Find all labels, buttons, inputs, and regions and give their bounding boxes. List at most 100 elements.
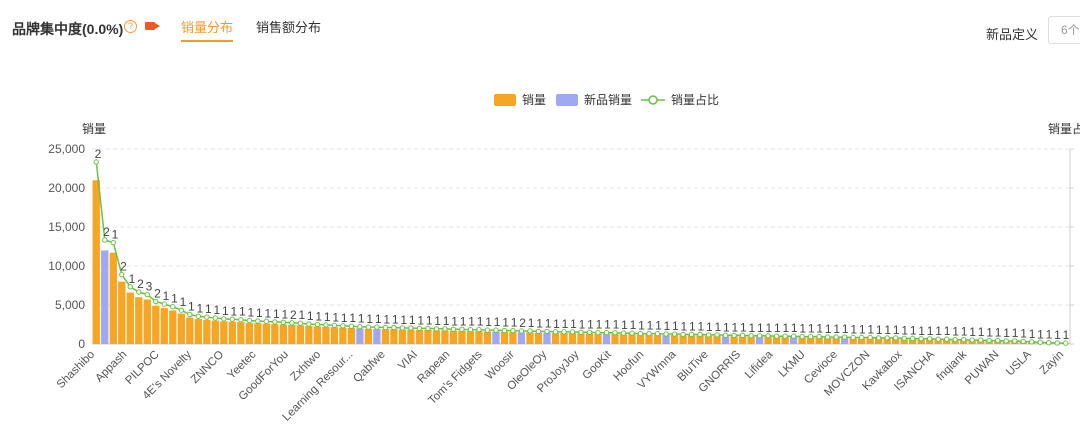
- sales-bar[interactable]: [135, 297, 143, 344]
- sales-ratio-point[interactable]: [212, 315, 219, 321]
- sales-ratio-point[interactable]: [995, 337, 1001, 344]
- sales-bar[interactable]: [483, 331, 492, 344]
- sales-ratio-point[interactable]: [535, 328, 542, 335]
- new-sales-bar[interactable]: [492, 331, 500, 344]
- sales-bar[interactable]: [160, 308, 168, 344]
- sales-ratio-point[interactable]: [493, 327, 499, 333]
- sales-bar[interactable]: [330, 327, 339, 344]
- sales-ratio-point[interactable]: [824, 334, 831, 340]
- sales-ratio-point[interactable]: [340, 323, 346, 329]
- sales-bar[interactable]: [764, 336, 772, 344]
- sales-bar[interactable]: [917, 339, 925, 344]
- sales-bar[interactable]: [441, 330, 449, 344]
- sales-ratio-point[interactable]: [569, 329, 576, 335]
- sales-ratio-point[interactable]: [552, 329, 559, 335]
- sales-ratio-point[interactable]: [102, 237, 108, 243]
- sales-ratio-point[interactable]: [263, 318, 270, 325]
- sales-ratio-point[interactable]: [765, 333, 771, 339]
- sales-bar[interactable]: [220, 321, 228, 344]
- sales-ratio-point[interactable]: [408, 325, 414, 331]
- sales-ratio-point[interactable]: [952, 336, 958, 343]
- sales-bar[interactable]: [432, 330, 441, 344]
- sales-ratio-point[interactable]: [816, 333, 822, 340]
- sales-bar[interactable]: [228, 321, 236, 344]
- sales-ratio-point[interactable]: [476, 327, 482, 333]
- sales-ratio-point[interactable]: [382, 324, 389, 331]
- sales-ratio-point[interactable]: [416, 325, 423, 332]
- sales-ratio-point[interactable]: [892, 335, 899, 341]
- sales-bar[interactable]: [390, 329, 398, 344]
- sales-bar[interactable]: [203, 319, 211, 344]
- sales-ratio-point[interactable]: [1046, 340, 1052, 346]
- sales-bar[interactable]: [534, 332, 543, 344]
- sales-ratio-point[interactable]: [773, 333, 780, 339]
- sales-bar[interactable]: [526, 332, 534, 344]
- sales-ratio-point[interactable]: [425, 325, 431, 332]
- sales-bar[interactable]: [645, 334, 653, 344]
- video-camera-icon[interactable]: [145, 22, 160, 30]
- sales-ratio-point[interactable]: [595, 330, 601, 336]
- sales-bar[interactable]: [339, 327, 347, 344]
- sales-bar[interactable]: [109, 252, 117, 344]
- sales-bar[interactable]: [305, 326, 313, 344]
- sales-ratio-point[interactable]: [578, 329, 584, 335]
- sales-ratio-point[interactable]: [119, 271, 125, 278]
- sales-bar[interactable]: [866, 338, 874, 344]
- sales-ratio-point[interactable]: [688, 331, 695, 338]
- sales-bar[interactable]: [254, 323, 262, 344]
- sales-ratio-point[interactable]: [637, 330, 644, 337]
- sales-bar[interactable]: [628, 334, 636, 344]
- new-sales-bar[interactable]: [602, 333, 611, 344]
- sales-bar[interactable]: [849, 338, 857, 344]
- sales-ratio-point[interactable]: [459, 326, 465, 332]
- sales-bar[interactable]: [900, 338, 908, 344]
- sales-bar[interactable]: [772, 336, 781, 344]
- sales-bar[interactable]: [832, 337, 840, 344]
- new-sales-bar[interactable]: [662, 335, 670, 344]
- legend-new-sales-label[interactable]: 新品销量: [584, 92, 632, 107]
- sales-bar[interactable]: [823, 337, 832, 344]
- sales-ratio-point[interactable]: [969, 337, 975, 343]
- sales-bar[interactable]: [449, 330, 458, 344]
- sales-ratio-point[interactable]: [1063, 340, 1069, 346]
- sales-ratio-point[interactable]: [195, 313, 202, 319]
- sales-bar[interactable]: [152, 305, 160, 344]
- sales-ratio-point[interactable]: [255, 318, 261, 324]
- sales-ratio-point[interactable]: [161, 301, 167, 307]
- sales-ratio-point[interactable]: [484, 327, 491, 333]
- sales-ratio-point[interactable]: [314, 321, 321, 328]
- sales-bar[interactable]: [611, 333, 619, 344]
- sales-ratio-point[interactable]: [867, 334, 873, 341]
- sales-ratio-point[interactable]: [187, 311, 193, 318]
- legend-ratio-label[interactable]: 销量占比: [671, 92, 719, 107]
- sales-bar[interactable]: [892, 338, 900, 344]
- sales-bar[interactable]: [594, 333, 602, 344]
- sales-ratio-point[interactable]: [731, 332, 737, 339]
- sales-bar[interactable]: [909, 338, 917, 344]
- sales-ratio-point[interactable]: [918, 336, 924, 342]
- sales-ratio-point[interactable]: [841, 334, 848, 340]
- sales-bar[interactable]: [279, 324, 288, 345]
- sales-bar[interactable]: [670, 335, 679, 344]
- sales-ratio-point[interactable]: [978, 337, 984, 343]
- sales-ratio-point[interactable]: [833, 334, 839, 340]
- sales-bar[interactable]: [296, 325, 305, 344]
- sales-bar[interactable]: [781, 336, 789, 344]
- sales-bar[interactable]: [696, 335, 704, 344]
- sales-bar[interactable]: [738, 336, 747, 344]
- sales-ratio-point[interactable]: [705, 332, 712, 338]
- sales-ratio-point[interactable]: [433, 326, 440, 332]
- new-sales-bar[interactable]: [789, 336, 798, 344]
- sales-ratio-point[interactable]: [807, 333, 814, 340]
- tab-revenue-distribution[interactable]: 销售额分布: [256, 20, 322, 35]
- sales-ratio-point[interactable]: [306, 321, 312, 327]
- sales-ratio-point[interactable]: [986, 337, 992, 344]
- new-sales-bar[interactable]: [840, 337, 849, 344]
- sales-ratio-point[interactable]: [289, 320, 295, 326]
- sales-bar[interactable]: [424, 329, 432, 344]
- sales-bar[interactable]: [177, 313, 185, 344]
- sales-bar[interactable]: [704, 335, 713, 344]
- sales-bar[interactable]: [211, 320, 219, 344]
- new-sales-bar[interactable]: [517, 332, 526, 344]
- sales-ratio-point[interactable]: [1003, 338, 1009, 344]
